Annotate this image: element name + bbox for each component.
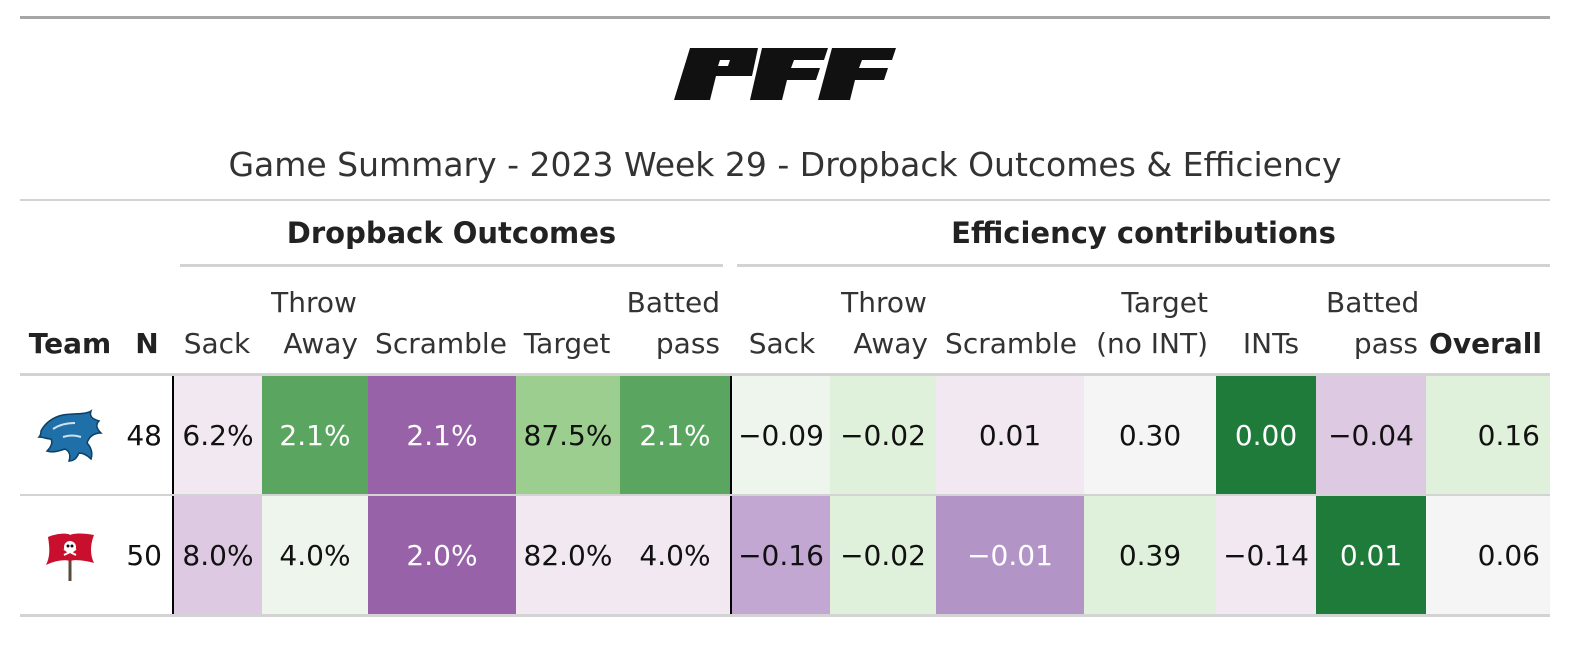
row-2-out-target: 82.0% [516,496,620,614]
bottom-rule [20,614,1550,617]
row-1-eff-sack: −0.09 [732,376,830,494]
spanner-line-outcomes [180,264,723,267]
col-header-eff-sack: Sack [748,327,816,360]
col-header-out-throwaway: Throw Away [271,286,358,360]
row-rule [20,494,1550,496]
col-header-eff-throwaway: Throw Away [841,286,928,360]
row-1-out-sack: 6.2% [174,376,262,494]
row-1-eff-target: 0.30 [1084,376,1216,494]
row-1-eff-throwaway: −0.02 [830,376,936,494]
col-header-n: N [135,327,159,360]
row-1-out-target: 87.5% [516,376,620,494]
row-1-eff-batted: −0.04 [1316,376,1426,494]
col-header-out-target: Target [523,327,611,360]
row-2-overall: 0.06 [1426,496,1550,614]
header-rule [20,373,1550,376]
row-1-eff-ints: 0.00 [1216,376,1316,494]
row-2-out-sack: 8.0% [174,496,262,614]
row-2-out-batted: 4.0% [620,496,730,614]
row-2-eff-sack: −0.16 [732,496,830,614]
row-2-eff-throwaway: −0.02 [830,496,936,614]
row-1-eff-scramble: 0.01 [936,376,1084,494]
col-header-team: Team [28,327,112,360]
top-rule [20,16,1550,19]
col-header-eff-target: Target (no INT) [1096,286,1208,360]
row-1-out-throwaway: 2.1% [262,376,368,494]
row-2-eff-batted: 0.01 [1316,496,1426,614]
row-1-out-scramble: 2.1% [368,376,516,494]
row-2-eff-target: 0.39 [1084,496,1216,614]
row-2-out-scramble: 2.0% [368,496,516,614]
row-1-n: 48 [126,418,162,452]
col-header-eff-batted: Batted pass [1326,286,1420,360]
pff-logo [674,48,896,100]
spanner-dropback-outcomes: Dropback Outcomes [286,216,617,250]
col-header-out-batted: Batted pass [626,286,720,360]
row-2-eff-ints: −0.14 [1216,496,1316,614]
col-header-overall: Overall [1429,327,1542,360]
col-header-out-sack: Sack [183,327,251,360]
row-1-overall: 0.16 [1426,376,1550,494]
team-logo-tampa-bay-buccaneers-icon [30,496,110,614]
col-header-eff-scramble: Scramble [945,327,1077,360]
row-2-out-throwaway: 4.0% [262,496,368,614]
team-logo-detroit-lions-icon [30,376,110,494]
col-header-out-scramble: Scramble [375,327,507,360]
table-title: Game Summary - 2023 Week 29 - Dropback O… [228,145,1342,184]
row-2-n: 50 [126,538,162,572]
row-1-out-batted: 2.1% [620,376,730,494]
title-rule [20,199,1550,201]
spanner-efficiency-contributions: Efficiency contributions [951,216,1336,250]
spanner-line-efficiency [737,264,1550,267]
row-2-eff-scramble: −0.01 [936,496,1084,614]
col-header-eff-ints: INTs [1242,327,1300,360]
